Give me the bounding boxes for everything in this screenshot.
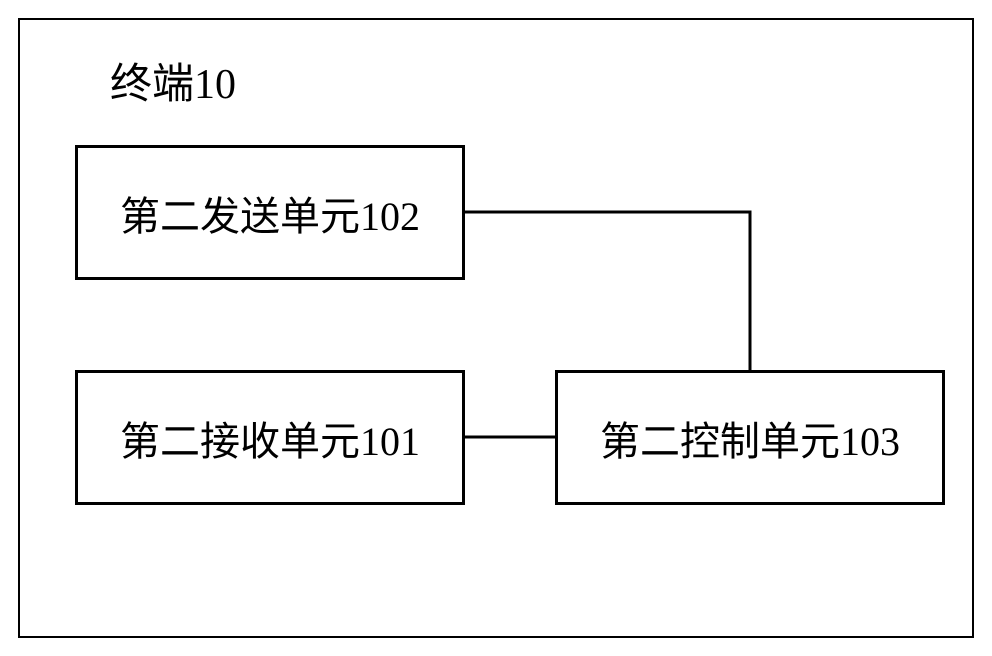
- diagram-title: 终端10: [110, 50, 236, 111]
- node-send-unit-102: 第二发送单元102: [75, 145, 465, 280]
- diagram-canvas: 终端10 第二发送单元102 第二接收单元101 第二控制单元103: [0, 0, 992, 656]
- node-receive-unit-101: 第二接收单元101: [75, 370, 465, 505]
- node-control-unit-103: 第二控制单元103: [555, 370, 945, 505]
- outer-frame: [18, 18, 974, 638]
